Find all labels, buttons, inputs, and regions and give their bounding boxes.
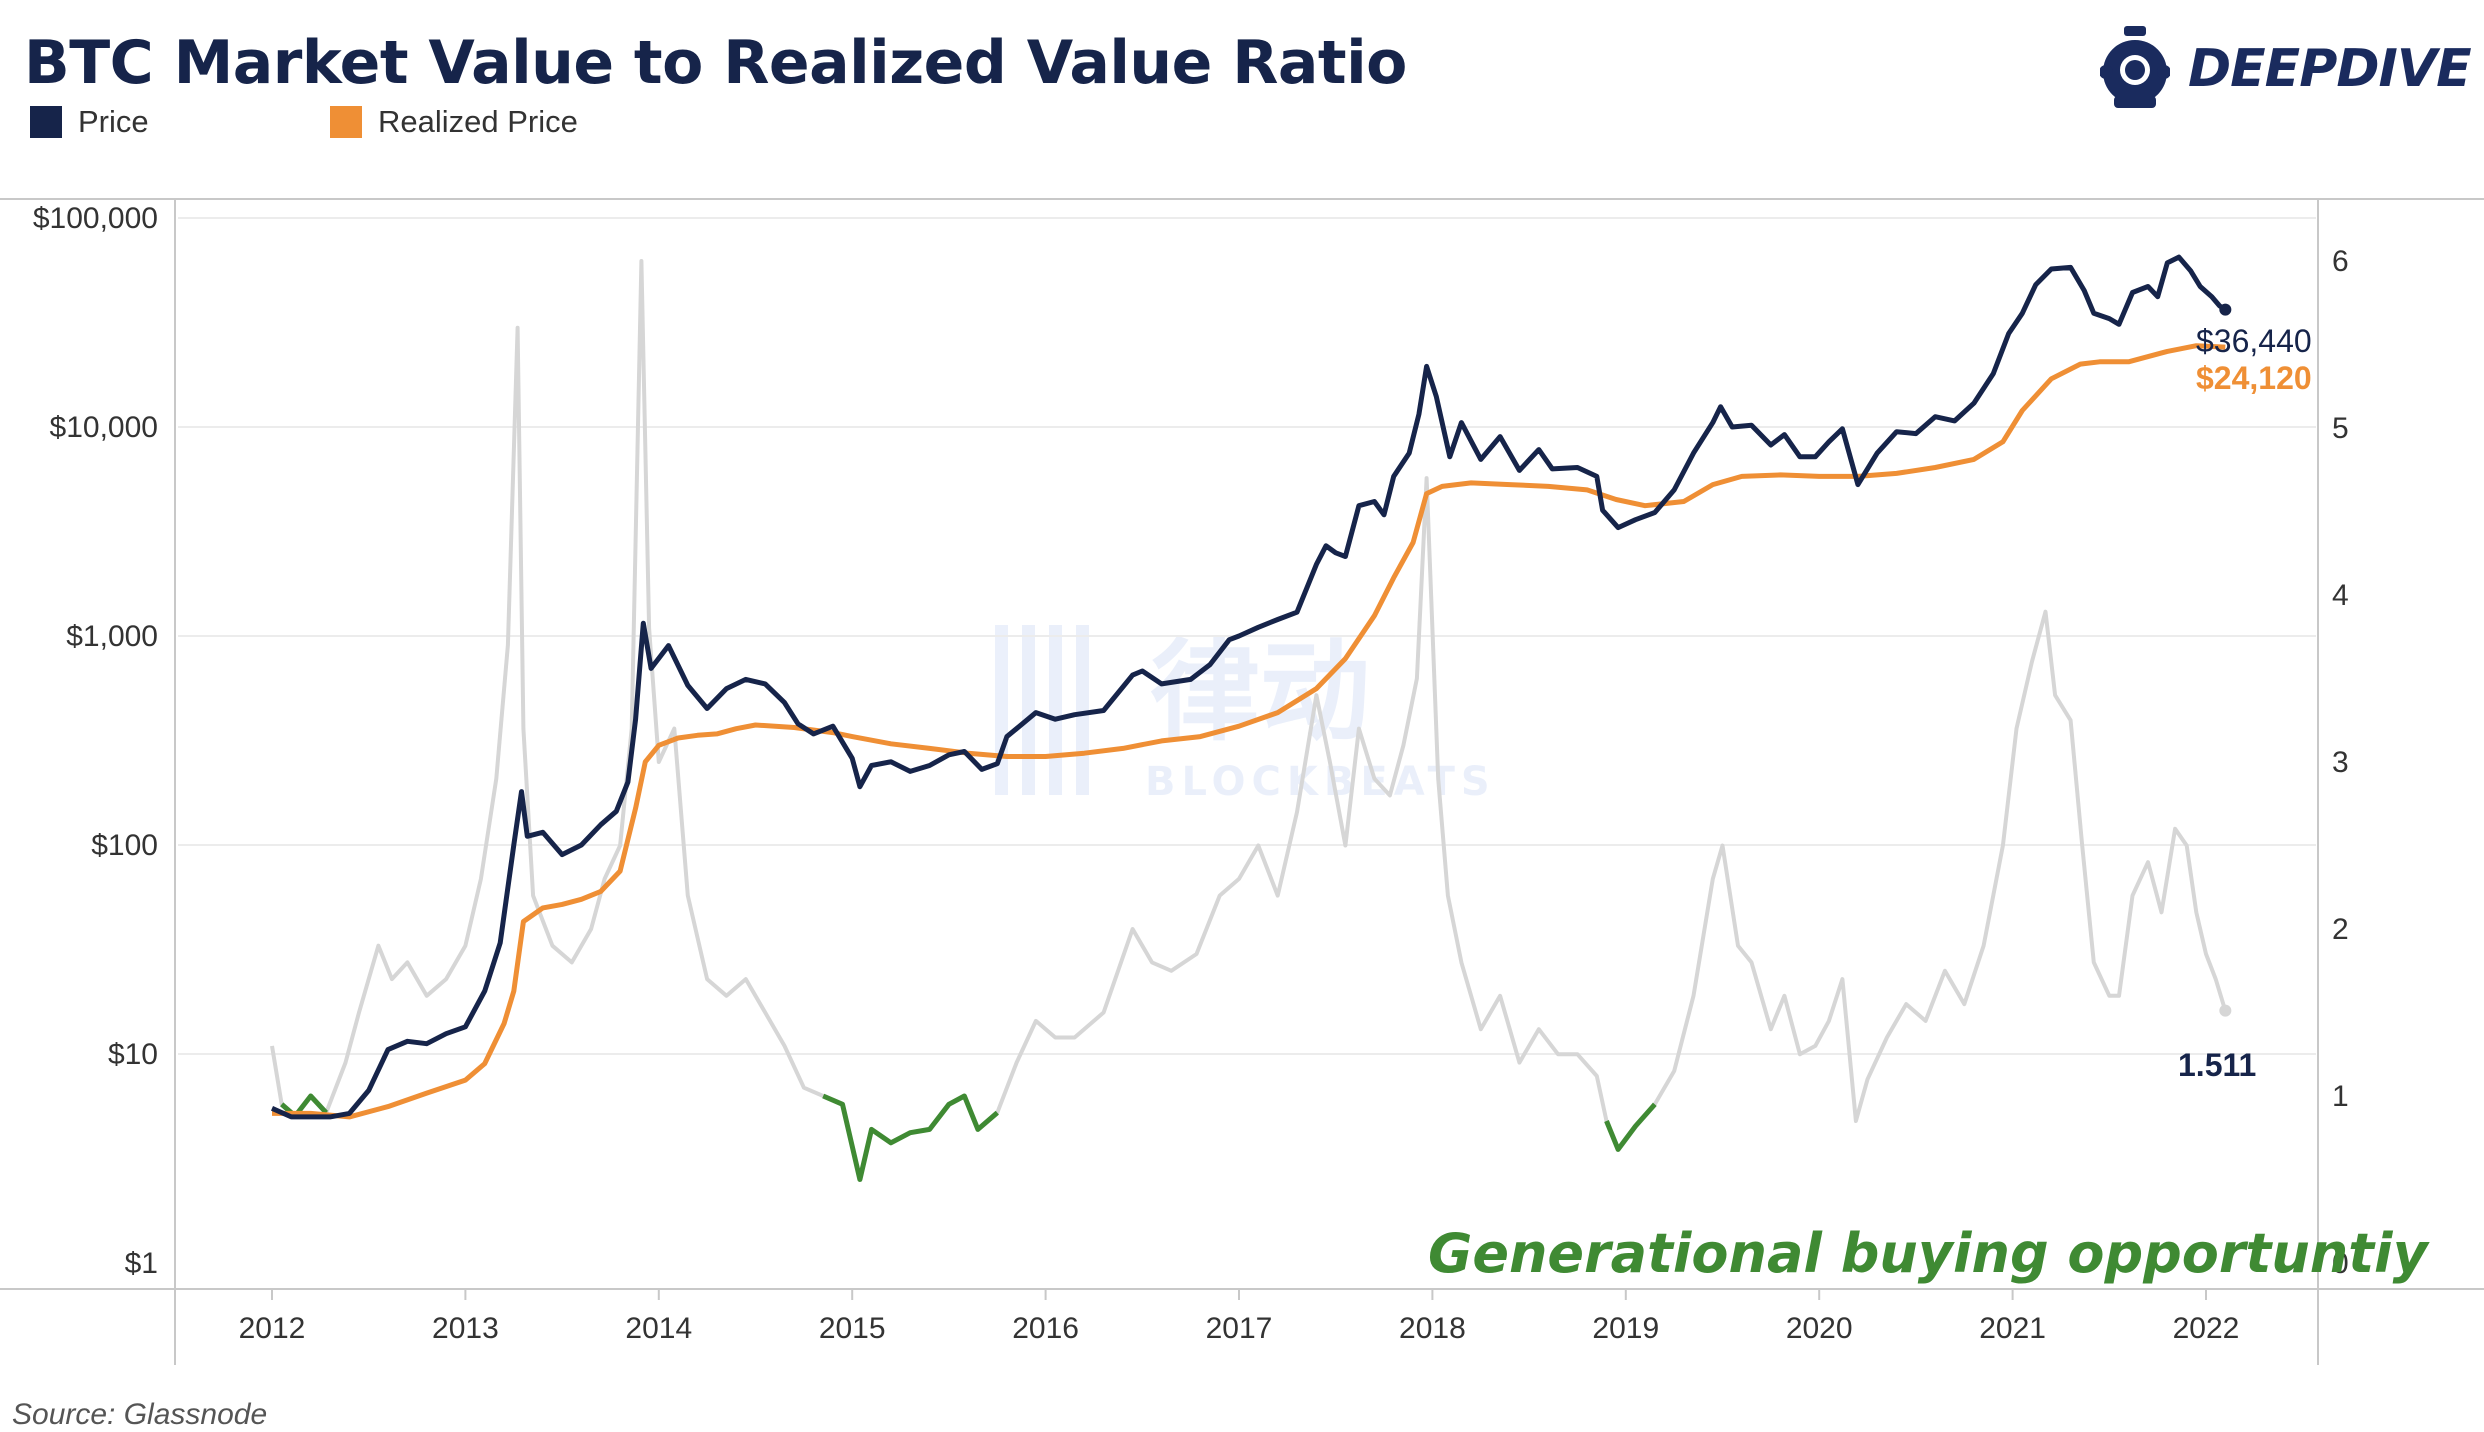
series-mvrv-ratio (270, 259, 2232, 1182)
x-tick-label: 2017 (1206, 1312, 1273, 1345)
x-tick-label: 2015 (819, 1312, 886, 1345)
mvrv-end-point (2219, 1004, 2232, 1017)
end-label-ratio: 1.511 (2178, 1047, 2256, 1083)
y-right-tick-label: 0 (2332, 1247, 2349, 1280)
y-left-tick-label: $1 (125, 1247, 158, 1280)
deepdive-logo: DEEPDIVE (2100, 26, 2472, 112)
legend-item-price: Price (30, 104, 149, 140)
y-left-tick-label: $10,000 (50, 411, 158, 444)
right-axis-ticks: 0 1 2 3 4 5 6 (2332, 245, 2349, 1280)
legend-swatch-price (30, 106, 62, 138)
y-left-tick-label: $1,000 (66, 620, 158, 653)
x-tick-label: 2014 (625, 1312, 692, 1345)
logo-wordmark: DEEPDIVE (2188, 39, 2472, 99)
mvrv-low-segment (1604, 1102, 1657, 1152)
left-axis-ticks: $1 $10 $100 $1,000 $10,000 $100,000 (33, 202, 158, 1280)
end-label-price: $36,440 (2196, 323, 2312, 359)
x-tick-label: 2021 (1979, 1312, 2046, 1345)
price-end-point (2219, 303, 2232, 316)
realized-price-line (272, 343, 2226, 1120)
y-right-tick-label: 4 (2332, 579, 2349, 612)
mvrv-low-segment (280, 1093, 329, 1119)
legend-label-realized-price: Realized Price (378, 104, 578, 139)
legend-swatch-realized-price (330, 106, 362, 138)
y-left-tick-label: $100 (91, 829, 158, 862)
legend-label-price: Price (78, 104, 149, 139)
x-tick-label: 2019 (1592, 1312, 1659, 1345)
watermark-text: BLOCKBEATS (1145, 759, 1496, 805)
source-note: Source: Glassnode (12, 1398, 268, 1431)
watermark-glyphs: 律动 (1150, 628, 1370, 756)
y-right-tick-label: 5 (2332, 412, 2349, 445)
x-tick-label: 2022 (2173, 1312, 2240, 1345)
x-tick-label: 2020 (1786, 1312, 1853, 1345)
price-line (270, 254, 2227, 1120)
watermark: 律动 BLOCKBEATS (995, 625, 1496, 805)
diver-helmet-icon (2100, 26, 2170, 108)
annotation-buying-opportunity: Generational buying opportuntiy (1428, 1222, 2431, 1285)
watermark-mark (995, 625, 1089, 795)
y-right-tick-label: 2 (2332, 913, 2349, 946)
chart-title: BTC Market Value to Realized Value Ratio (24, 28, 1407, 98)
y-left-tick-label: $10 (108, 1038, 158, 1071)
series-realized-price (272, 343, 2226, 1120)
x-tick-label: 2012 (239, 1312, 306, 1345)
x-axis-ticks: 2012 2013 2014 2015 2016 2017 2018 2019 2020 2021… (239, 1289, 2240, 1345)
gridlines (178, 217, 2316, 1055)
series-price (270, 254, 2232, 1120)
mvrv-low-segment (822, 1093, 999, 1182)
x-tick-label: 2013 (432, 1312, 499, 1345)
y-left-tick-label: $100,000 (33, 202, 158, 235)
x-tick-label: 2018 (1399, 1312, 1466, 1345)
x-tick-label: 2016 (1012, 1312, 1079, 1345)
legend-item-realized-price: Realized Price (330, 104, 578, 140)
y-right-tick-label: 1 (2332, 1080, 2349, 1113)
end-label-realized-price: $24,120 (2196, 360, 2312, 396)
y-right-tick-label: 3 (2332, 746, 2349, 779)
y-right-tick-label: 6 (2332, 245, 2349, 278)
mvrv-ratio-line (270, 259, 2228, 1182)
